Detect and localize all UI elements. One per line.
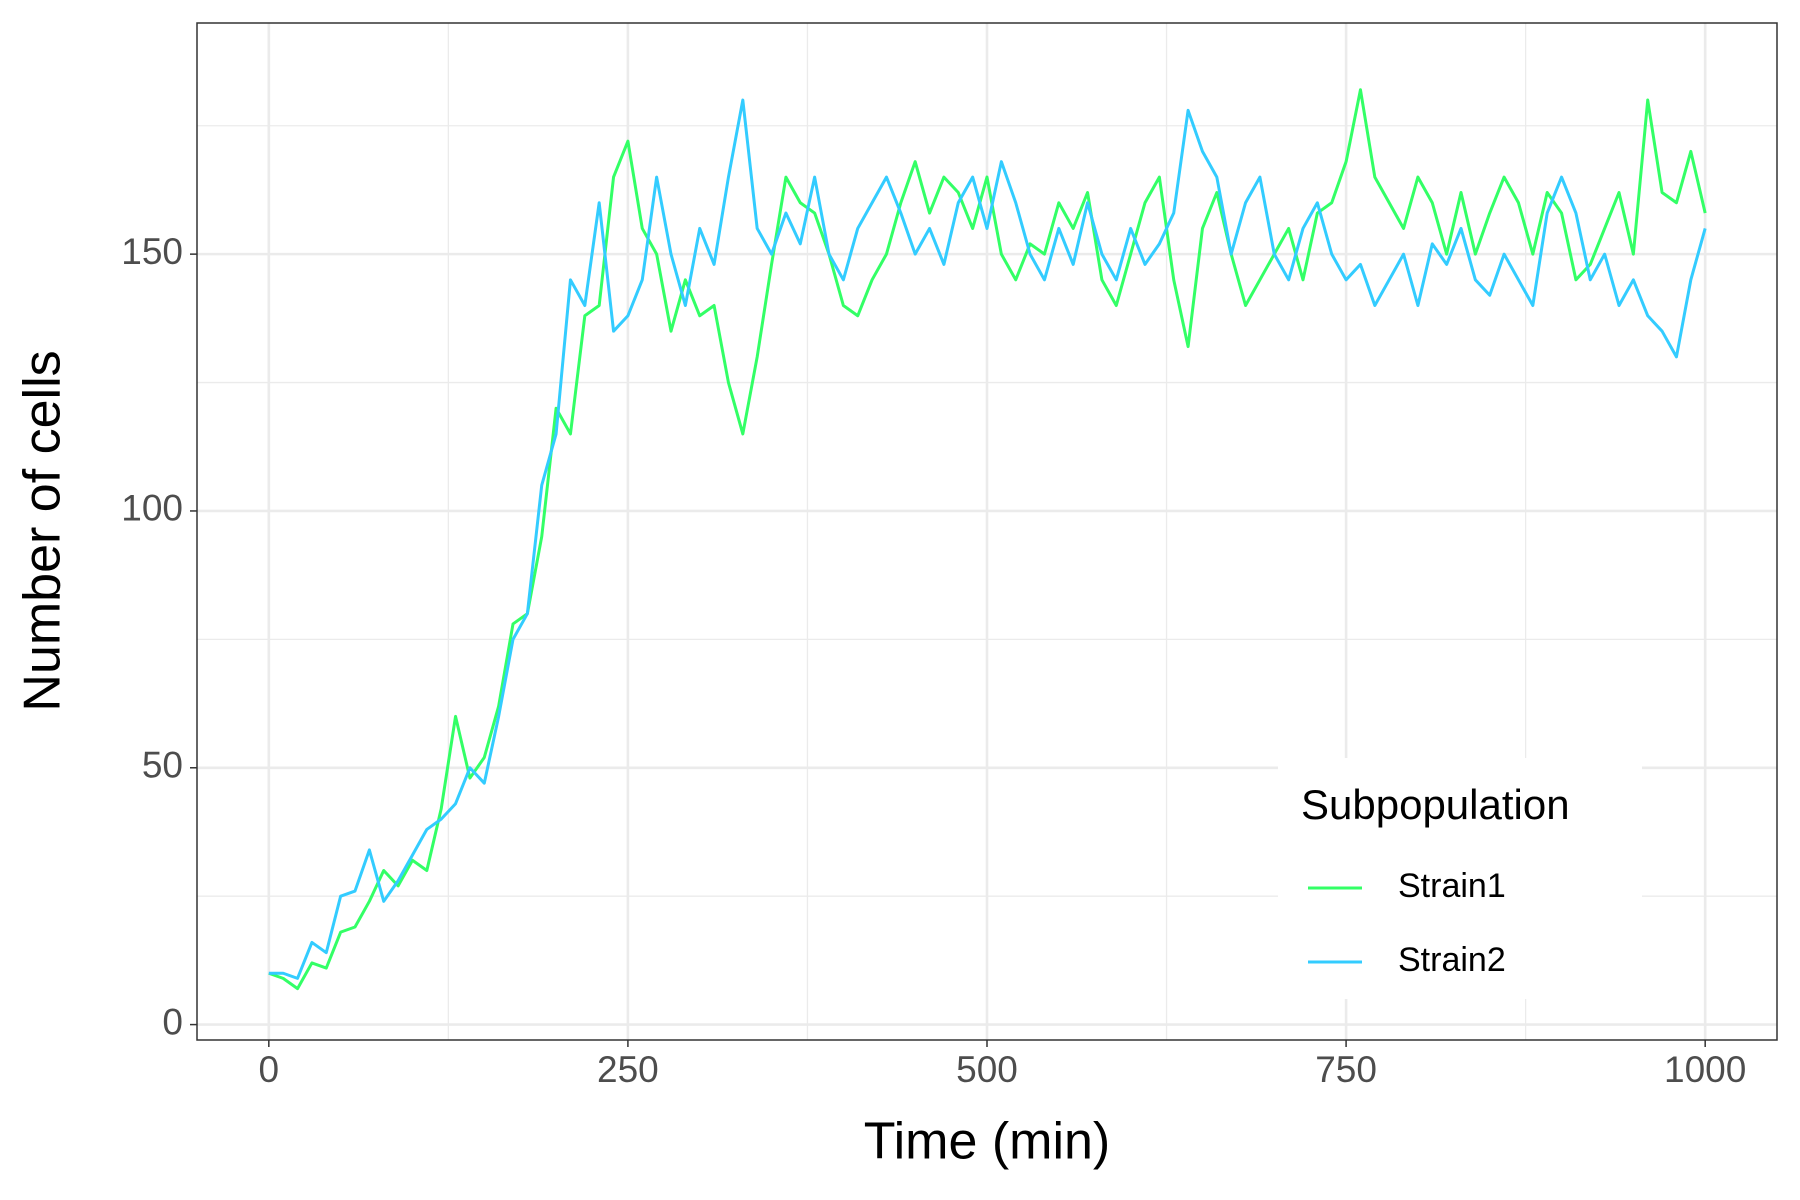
lines — [268, 88, 1707, 991]
y-tick-label: 0 — [162, 1001, 183, 1042]
x-axis-title: Time (min) — [864, 1113, 1111, 1171]
series-line — [268, 98, 1707, 980]
x-tick-label: 500 — [956, 1049, 1018, 1090]
x-tick-label: 0 — [259, 1049, 280, 1090]
x-tick-label: 1000 — [1664, 1049, 1746, 1090]
legend-label: Strain2 — [1398, 941, 1506, 979]
legend: Subpopulation Strain1 Strain2 — [1278, 758, 1642, 999]
axes: 0 250 500 750 1000 0 50 100 150 — [121, 231, 1746, 1090]
y-tick-label: 150 — [121, 231, 183, 272]
x-tick-label: 250 — [597, 1049, 659, 1090]
y-tick-label: 100 — [121, 488, 183, 529]
legend-label: Strain1 — [1398, 867, 1506, 905]
series-line — [268, 88, 1707, 991]
legend-title: Subpopulation — [1301, 781, 1570, 828]
y-tick-label: 50 — [142, 745, 183, 786]
y-axis-title: Number of cells — [14, 350, 72, 711]
grid — [197, 23, 1777, 1040]
x-tick-label: 750 — [1315, 1049, 1377, 1090]
legend-background — [1278, 758, 1642, 999]
